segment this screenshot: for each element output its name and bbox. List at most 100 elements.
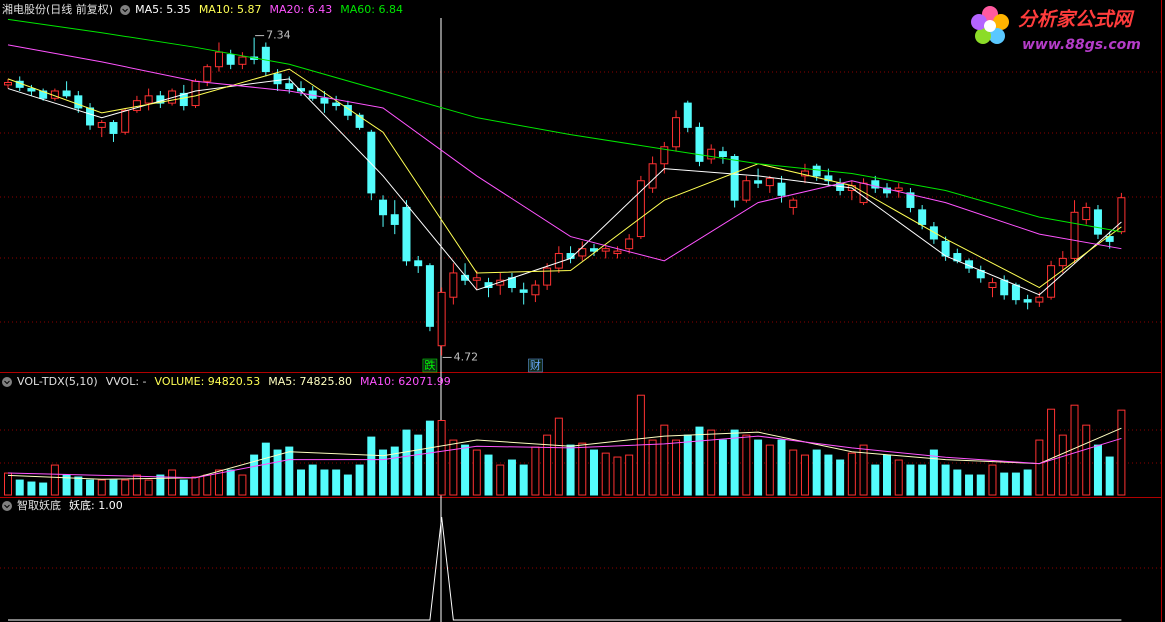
header-text: MA10: 5.87 [199,3,262,16]
logo-icon [971,6,1009,44]
volume-bar [402,429,411,496]
candle-body [39,90,48,99]
volume-bar [1117,409,1126,496]
candle-body [27,88,36,92]
volume-bar [297,469,305,496]
volume-bar [765,444,774,496]
menu-icon [122,8,128,13]
volume-bar [824,454,833,496]
volume-bar [566,444,575,496]
event-box [528,358,543,373]
volume-bar [214,469,223,496]
volume-bar [590,449,598,496]
volume-bar [109,479,118,496]
candle-body [519,289,528,293]
volume-bar [1011,472,1020,496]
candle-body [472,277,481,281]
candle-body [1082,206,1091,221]
candle-body [812,165,821,177]
volume-bar [1058,434,1067,496]
candle-body [1093,209,1102,235]
candle-body [214,51,223,68]
volume-bar [929,449,938,496]
volume-bar [672,439,681,496]
candle-body [601,248,610,252]
candle-body [765,177,774,187]
candle-body [179,92,188,107]
candle-body [4,81,12,86]
logo-url: www.88gs.com [1022,37,1141,53]
candle-body [97,122,106,128]
candle-body [543,267,552,286]
volume-bar [203,474,212,496]
candle-body [191,80,200,107]
volume-bar [472,449,481,496]
header-text: MA5: 5.35 [135,3,191,16]
candle-body [531,284,540,296]
volume-bar [15,479,24,496]
volume-bar [1000,472,1009,496]
candle-body [683,102,692,128]
candle-body [1023,299,1032,303]
volume-bar [625,454,634,496]
volume-bar [86,479,95,496]
volume-bar [976,474,985,496]
volume-bar [308,464,317,496]
candle-body [109,122,118,134]
header-text: 湘电股份(日线 前复权) [2,2,113,16]
event-label: 跌 [424,358,435,372]
volume-bar [285,446,294,496]
volume-bar [1082,424,1091,496]
volume-bar [601,452,610,496]
line [7,68,1122,289]
volume-bar [847,452,856,496]
annotation: 7.34 [266,29,291,42]
line [7,18,1122,233]
volume-bar [906,464,915,496]
header-text: 妖底: 1.00 [69,498,123,512]
volume-bar [156,474,165,496]
volume-bar [859,444,868,496]
volume-bar [1105,456,1114,496]
volume-bar [660,424,669,496]
volume-bar [144,479,153,496]
volume-bar [332,469,341,496]
volume-bar [683,434,692,496]
annotation: 4.72 [454,350,479,363]
volume-bar [238,474,247,496]
volume-bar [883,454,891,496]
volume-bar [437,419,446,496]
candle-body [144,95,153,104]
volume-bar [1093,444,1102,496]
candle-body [414,260,423,267]
candle-body [379,199,388,216]
candle-body [1117,197,1126,233]
volume-bar [355,464,364,496]
volume-bar [730,429,739,496]
volume-bar [742,434,751,496]
candle-body [718,151,727,157]
volume-bar [250,454,259,496]
volume-bar [754,439,763,496]
candle-body [929,226,938,240]
volume-bar [707,429,716,496]
volume-bar [179,479,188,496]
candle-body [390,214,399,225]
volume-bar [97,479,106,496]
candle-body [273,73,282,85]
candle-body [648,163,657,189]
header-text: MA5: 74825.80 [268,375,352,388]
volume-bar [871,464,880,496]
volume-bar [132,474,141,496]
header-text: 智取妖底 [17,498,61,512]
volume-bar [461,444,470,496]
volume-bar [507,459,516,496]
candle-body [62,90,71,97]
volume-bar [1070,404,1079,496]
volume-bar [800,454,809,496]
volume-bar [965,474,974,496]
candle-body [355,114,364,128]
candle-body [894,187,903,191]
